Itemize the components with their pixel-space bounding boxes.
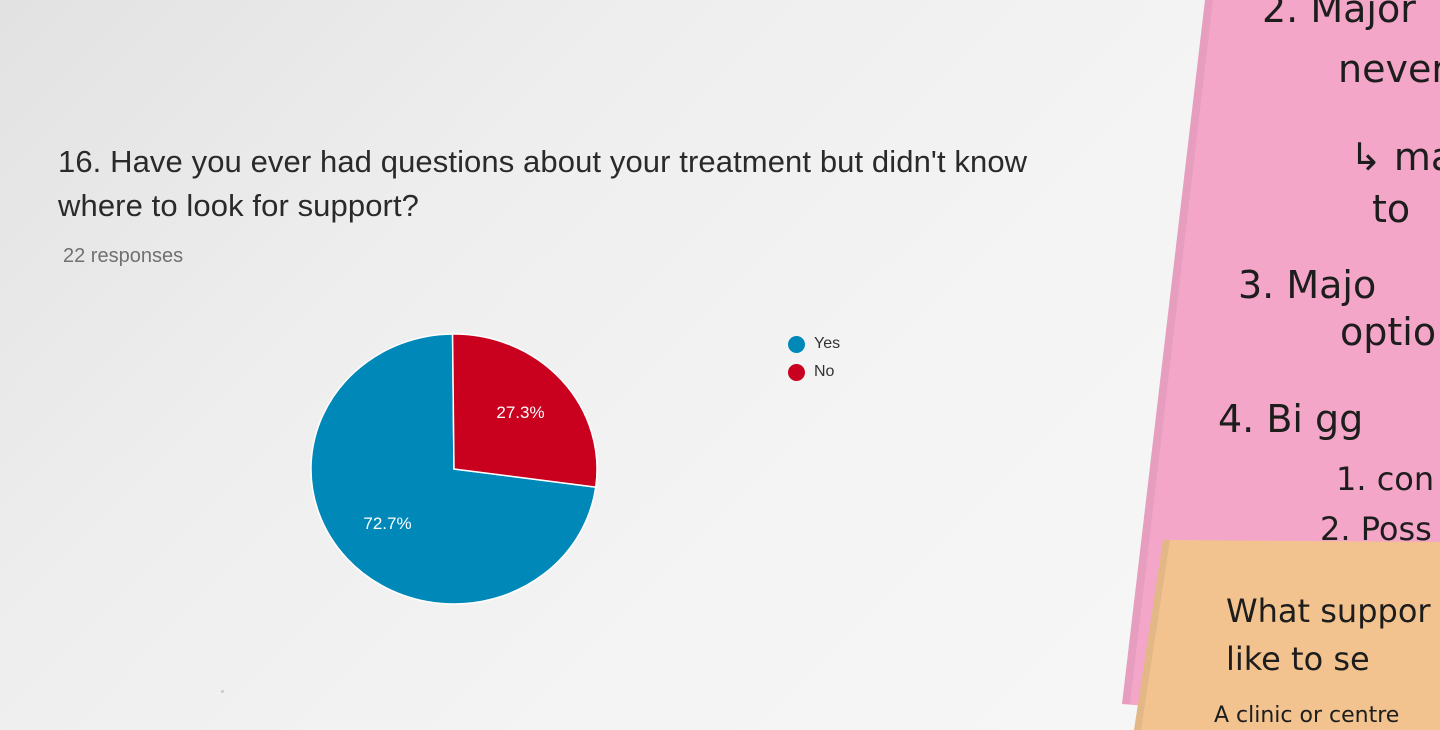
legend-item-no[interactable]: No xyxy=(788,358,840,386)
pie-slice-no[interactable] xyxy=(451,333,598,488)
screen-speck xyxy=(221,690,224,693)
pie-label-no: 27.3% xyxy=(496,403,544,422)
response-count: 22 responses xyxy=(63,245,184,267)
chart-legend: Yes No xyxy=(788,330,840,386)
legend-swatch-yes xyxy=(788,335,805,353)
legend-swatch-no xyxy=(788,363,805,381)
question-title: 16. Have you ever had questions about yo… xyxy=(58,144,1028,223)
legend-label-yes: Yes xyxy=(814,335,841,352)
legend-label-no: No xyxy=(814,363,835,380)
legend-item-yes[interactable]: Yes xyxy=(788,330,840,358)
pie-label-yes: 72.7% xyxy=(363,514,411,533)
